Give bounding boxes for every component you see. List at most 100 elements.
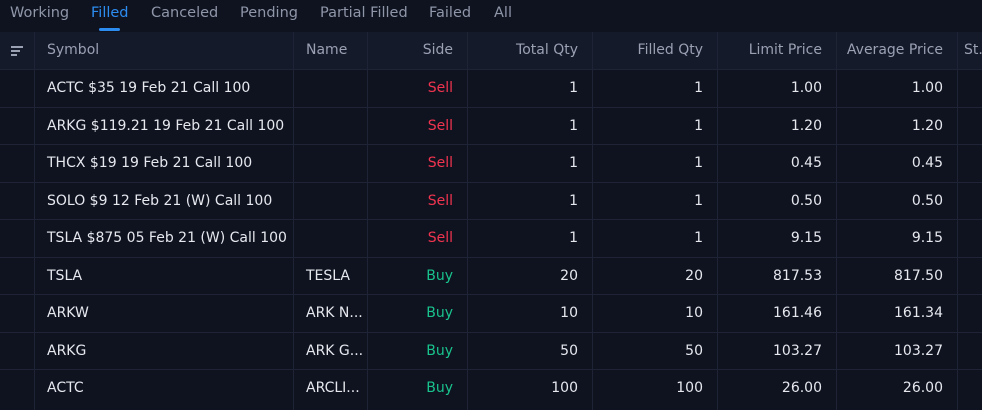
cell-total-qty: 1 xyxy=(569,155,578,171)
header-status[interactable]: St. xyxy=(964,42,982,58)
cell-limit-price: 817.53 xyxy=(773,267,822,284)
cell-total-qty: 50 xyxy=(560,342,578,359)
cell-filled-qty: 1 xyxy=(694,192,703,209)
cell-average-price: 9.15 xyxy=(911,230,943,246)
header-limit-price[interactable]: Limit Price xyxy=(748,42,822,58)
cell-filled-qty: 1 xyxy=(694,80,703,96)
tab-canceled[interactable]: Canceled xyxy=(151,5,219,21)
tab-pending[interactable]: Pending xyxy=(240,5,298,21)
table-row[interactable]: SOLO $9 12 Feb 21 (W) Call 100 Sell 1 1 0.50… xyxy=(0,181,982,220)
cell-total-qty: 20 xyxy=(560,267,578,284)
cell-average-price: 26.00 xyxy=(902,380,943,396)
cell-filled-qty: 1 xyxy=(694,230,703,246)
cell-symbol: THCX $19 19 Feb 21 Call 100 xyxy=(47,155,253,171)
cell-limit-price: 26.00 xyxy=(781,380,822,396)
table-row[interactable]: TSLA $875 05 Feb 21 (W) Call 100 Sell 1 1 9.… xyxy=(0,219,982,257)
cell-limit-price: 0.50 xyxy=(790,192,822,209)
cell-side: Buy xyxy=(426,267,453,284)
cell-average-price: 103.27 xyxy=(894,342,943,359)
column-divider xyxy=(592,32,593,410)
table-row[interactable]: ARKG $119.21 19 Feb 21 Call 100 Sell 1 1 1.2… xyxy=(0,106,982,145)
header-side[interactable]: Side xyxy=(422,42,453,58)
cell-limit-price: 1.00 xyxy=(790,80,822,96)
cell-filled-qty: 1 xyxy=(694,117,703,134)
column-menu-button[interactable] xyxy=(0,32,34,69)
cell-symbol: ARKW xyxy=(47,305,89,321)
cell-name: ARK N... xyxy=(306,305,363,321)
cell-total-qty: 100 xyxy=(551,380,578,396)
cell-limit-price: 103.27 xyxy=(773,342,822,359)
cell-name: ARK G... xyxy=(306,342,364,359)
cell-filled-qty: 1 xyxy=(694,155,703,171)
cell-average-price: 1.20 xyxy=(911,117,943,134)
cell-total-qty: 10 xyxy=(560,305,578,321)
table-row[interactable]: ACTC $35 19 Feb 21 Call 100 Sell 1 1 1.00 1.0… xyxy=(0,69,982,107)
tab-failed[interactable]: Failed xyxy=(429,5,472,21)
tab-filled[interactable]: Filled xyxy=(91,5,129,21)
cell-filled-qty: 100 xyxy=(676,380,703,396)
table-row[interactable]: TSLA TESLA Buy 20 20 817.53 817.50 xyxy=(0,256,982,295)
column-divider xyxy=(467,32,468,410)
header-name[interactable]: Name xyxy=(306,42,348,58)
cell-name xyxy=(293,70,367,107)
cell-average-price: 0.45 xyxy=(911,155,943,171)
cell-name xyxy=(293,220,367,257)
cell-side: Buy xyxy=(426,380,453,396)
table-header: Symbol Name Side Total Qty Filled Qty Li… xyxy=(0,32,982,69)
cell-symbol: ACTC $35 19 Feb 21 Call 100 xyxy=(47,80,251,96)
cell-filled-qty: 10 xyxy=(685,305,703,321)
table-row[interactable]: ARKG ARK G... Buy 50 50 103.27 103.27 xyxy=(0,331,982,370)
table-row[interactable]: ARKW ARK N... Buy 10 10 161.46 161.34 xyxy=(0,294,982,332)
cell-name: TESLA xyxy=(306,267,350,284)
cell-side: Sell xyxy=(427,80,453,96)
cell-symbol: TSLA $875 05 Feb 21 (W) Call 100 xyxy=(47,230,287,246)
cell-limit-price: 9.15 xyxy=(790,230,822,246)
cell-side: Sell xyxy=(427,155,453,171)
cell-average-price: 1.00 xyxy=(911,80,943,96)
tab-partial-filled[interactable]: Partial Filled xyxy=(320,5,408,21)
cell-average-price: 161.34 xyxy=(894,305,943,321)
cell-total-qty: 1 xyxy=(569,230,578,246)
header-total-qty[interactable]: Total Qty xyxy=(516,42,578,58)
header-filled-qty[interactable]: Filled Qty xyxy=(637,42,703,58)
column-divider xyxy=(293,32,294,410)
column-divider xyxy=(367,32,368,410)
cell-side: Buy xyxy=(426,305,453,321)
column-settings-icon xyxy=(11,46,23,56)
cell-symbol: SOLO $9 12 Feb 21 (W) Call 100 xyxy=(47,192,273,209)
cell-name xyxy=(293,183,367,220)
cell-total-qty: 1 xyxy=(569,80,578,96)
cell-total-qty: 1 xyxy=(569,117,578,134)
cell-side: Sell xyxy=(427,117,453,134)
column-divider xyxy=(34,32,35,410)
cell-limit-price: 1.20 xyxy=(790,117,822,134)
orders-table: Symbol Name Side Total Qty Filled Qty Li… xyxy=(0,32,982,410)
cell-average-price: 0.50 xyxy=(911,192,943,209)
cell-filled-qty: 20 xyxy=(685,267,703,284)
cell-name xyxy=(293,108,367,145)
cell-symbol: ARKG xyxy=(47,342,87,359)
cell-filled-qty: 50 xyxy=(685,342,703,359)
header-average-price[interactable]: Average Price xyxy=(846,42,943,58)
order-status-tabs: Working Filled Canceled Pending Partial … xyxy=(0,0,982,32)
cell-symbol: TSLA xyxy=(47,267,83,284)
cell-symbol: ARKG $119.21 19 Feb 21 Call 100 xyxy=(47,117,285,134)
cell-total-qty: 1 xyxy=(569,192,578,209)
column-divider xyxy=(957,32,958,410)
cell-name xyxy=(293,145,367,182)
header-symbol[interactable]: Symbol xyxy=(47,42,100,58)
tab-all[interactable]: All xyxy=(494,5,512,21)
column-divider xyxy=(836,32,837,410)
table-row[interactable]: THCX $19 19 Feb 21 Call 100 Sell 1 1 0.45 0.4… xyxy=(0,144,982,182)
tab-working[interactable]: Working xyxy=(10,5,70,21)
cell-symbol: ACTC xyxy=(47,380,84,396)
cell-limit-price: 0.45 xyxy=(790,155,822,171)
cell-side: Sell xyxy=(427,192,453,209)
cell-average-price: 817.50 xyxy=(894,267,943,284)
cell-side: Buy xyxy=(426,342,453,359)
cell-name: ARCLI... xyxy=(306,380,360,396)
cell-side: Sell xyxy=(427,230,453,246)
cell-limit-price: 161.46 xyxy=(773,305,822,321)
table-row[interactable]: ACTC ARCLI... Buy 100 100 26.00 26.00 xyxy=(0,369,982,407)
active-tab-indicator xyxy=(99,28,120,31)
